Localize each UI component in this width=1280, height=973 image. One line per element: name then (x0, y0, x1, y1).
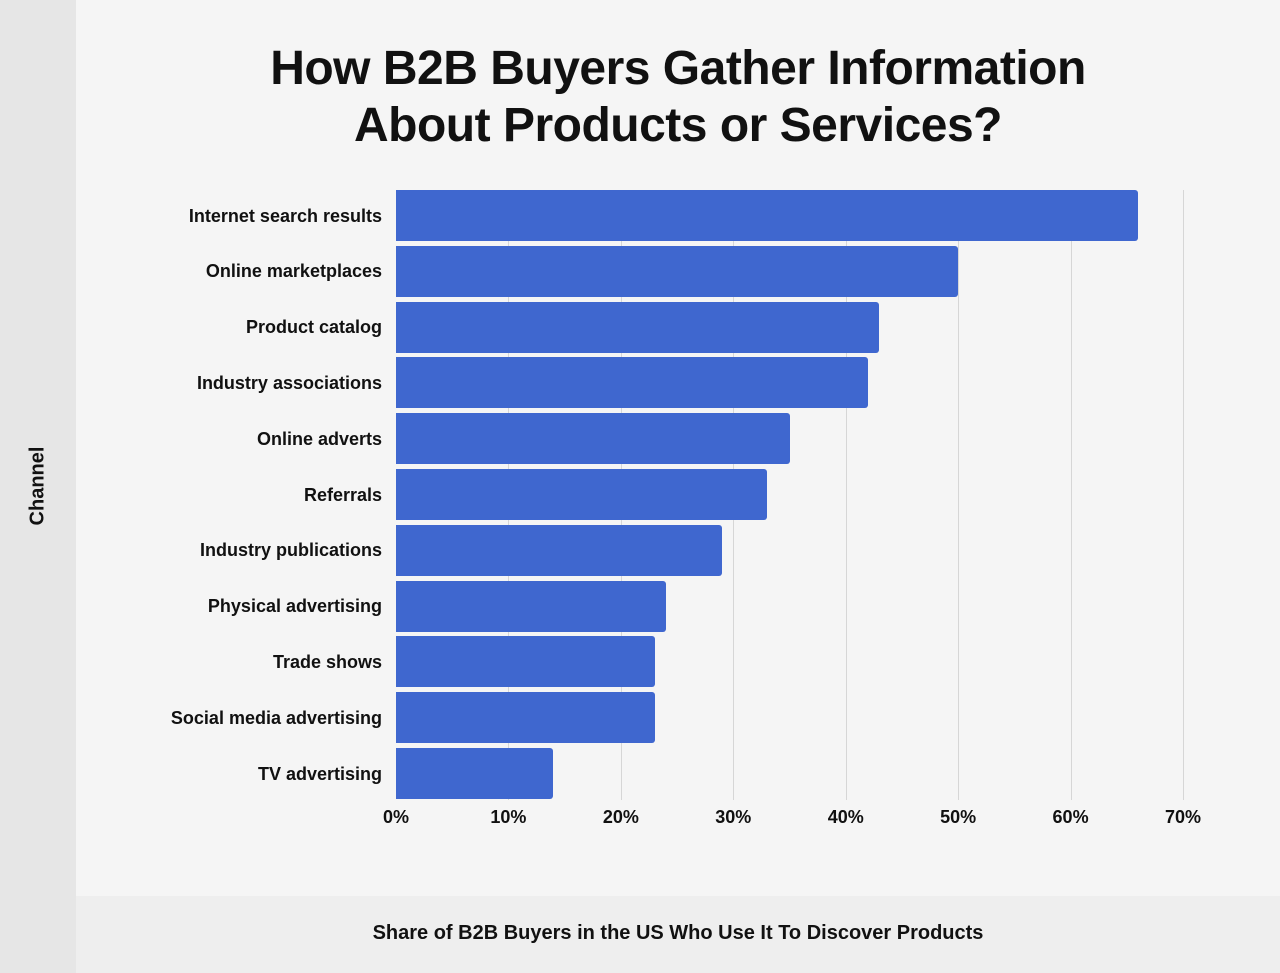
x-tick-label: 70% (1164, 807, 1202, 827)
category-label: Industry associations (196, 372, 382, 393)
x-tick-label: 40% (827, 807, 864, 827)
bar (396, 357, 869, 409)
category-label: TV advertising (257, 763, 382, 784)
category-label: Internet search results (188, 205, 382, 226)
category-label: Online adverts (256, 428, 382, 449)
plot-area (396, 190, 1184, 800)
x-axis-title: Share of B2B Buyers in the US Who Use It… (372, 922, 984, 944)
chart-title: How B2B Buyers Gather Information About … (76, 40, 1280, 154)
bar (396, 190, 1139, 241)
chart-title-line-2: About Products or Services? (354, 99, 1002, 152)
category-label: Product catalog (245, 317, 382, 338)
bar (396, 748, 554, 799)
category-label: Physical advertising (207, 596, 382, 617)
x-tick-label: 20% (602, 807, 639, 827)
gridline (845, 190, 847, 800)
gridline (1183, 190, 1184, 800)
gridline (1070, 190, 1072, 800)
x-tick-label: 0% (382, 807, 410, 827)
y-axis-title: Channel (26, 446, 49, 526)
bar (396, 580, 666, 632)
x-tick-label: 50% (940, 807, 977, 827)
bar (396, 636, 655, 688)
chart-title-line-1: How B2B Buyers Gather Information (270, 42, 1086, 95)
category-label: Online marketplaces (205, 261, 382, 282)
bar (396, 245, 959, 297)
bar (396, 413, 790, 465)
x-tick-label: 10% (490, 807, 527, 827)
gridline (958, 190, 960, 800)
category-label: Social media advertising (170, 707, 382, 728)
bar (396, 692, 655, 744)
x-axis-title-band: Share of B2B Buyers in the US Who Use It… (76, 896, 1280, 973)
x-tick-label: 30% (715, 807, 752, 827)
category-label: Industry publications (199, 540, 382, 561)
category-label: Trade shows (272, 651, 382, 672)
bar (396, 524, 723, 576)
bar (396, 469, 767, 520)
x-tick-label: 60% (1052, 807, 1089, 827)
bar (396, 301, 880, 353)
left-axis-band: Channel (0, 0, 76, 973)
category-label: Referrals (303, 484, 382, 505)
